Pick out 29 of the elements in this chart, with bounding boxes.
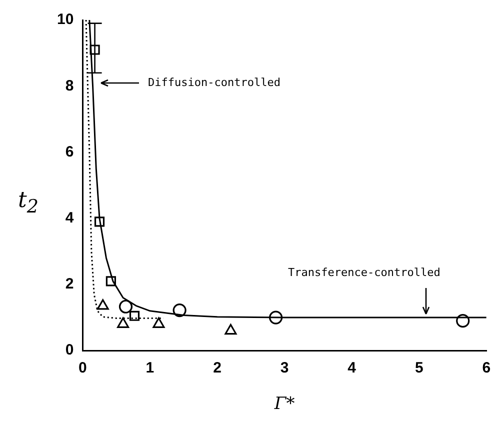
point xyxy=(118,300,133,314)
x-tick-label: 1 xyxy=(146,360,154,377)
y-axis-title: t$_{2}$ xyxy=(18,188,39,218)
y-tick-label: 8 xyxy=(65,77,74,94)
point xyxy=(268,310,283,324)
y-tick-label: 6 xyxy=(65,143,74,160)
point xyxy=(172,303,186,318)
x-tick-label: 2 xyxy=(213,360,222,377)
point xyxy=(96,299,109,310)
point xyxy=(224,324,237,335)
x-tick-label: 6 xyxy=(482,360,491,377)
point xyxy=(117,317,130,328)
y-tick-label: 2 xyxy=(65,276,74,293)
x-tick-label: 3 xyxy=(280,360,289,377)
x-tick-label: 5 xyxy=(414,360,424,377)
y-tick-label: 4 xyxy=(65,210,74,226)
point xyxy=(152,317,165,328)
y-tick-label: 0 xyxy=(65,342,74,359)
point xyxy=(129,310,140,321)
y-tick-label: 10 xyxy=(56,11,74,28)
annotation: Transference-controlled xyxy=(288,266,440,279)
annotation: Diffusion-controlled xyxy=(148,76,280,89)
point xyxy=(106,276,116,286)
x-tick-label: 4 xyxy=(348,360,357,377)
point xyxy=(90,44,100,55)
point xyxy=(94,216,105,227)
x-axis-title: Γ* xyxy=(273,394,296,414)
x-tick-label: 0 xyxy=(78,360,87,377)
point xyxy=(456,314,470,328)
